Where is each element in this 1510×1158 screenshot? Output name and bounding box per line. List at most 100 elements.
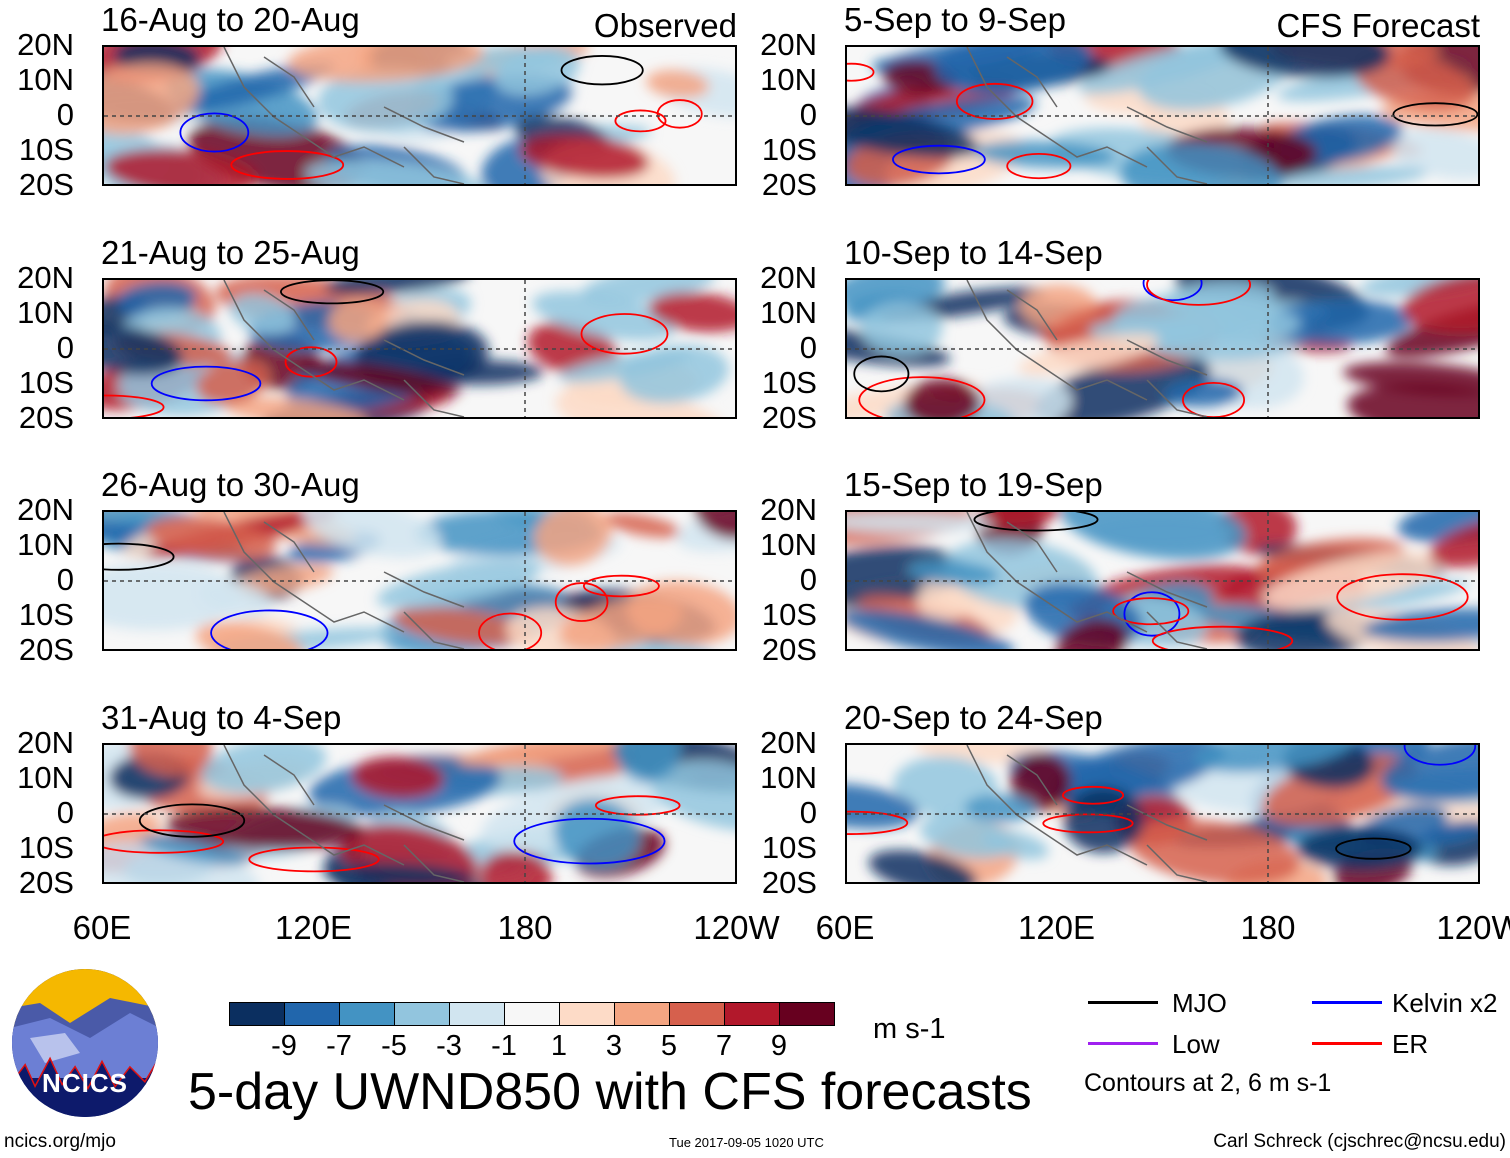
anomaly-blob [847,783,919,829]
anomaly-blob [1360,280,1478,297]
footer-credit: Carl Schreck (cjschrec@ncsu.edu) [1213,1131,1506,1152]
colorbar-swatch [229,1002,285,1026]
contour-line [1112,597,1190,626]
colorbar-label: -5 [381,1030,407,1062]
anomaly-blob [1354,52,1476,111]
colorbar-swatch [449,1002,505,1026]
contour-line [210,609,329,649]
legend-kelvin-label: Kelvin x2 [1392,988,1498,1018]
anomaly-blob [1387,128,1478,180]
lat-label: 20S [18,167,74,202]
lat-label: 0 [799,795,817,830]
anomaly-blob [554,799,640,869]
contour-line [1146,280,1251,306]
anomaly-blob [458,745,641,766]
lat-label: 20N [760,725,817,760]
contour-line [594,795,681,816]
colorbar-swatch [394,1002,450,1026]
lat-label: 10S [18,830,74,865]
contour-line [858,376,986,417]
legend-er-label: ER [1392,1029,1429,1059]
anomaly-blob [351,756,444,798]
colorbar-label: 9 [770,1030,788,1062]
contour-line [179,112,250,153]
anomaly-blob [223,397,367,417]
main-title: 5-day UWND850 with CFS forecasts [188,1063,1032,1121]
colorbar-units: m s-1 [873,1013,946,1045]
anomaly-blob [954,377,1072,417]
lat-label: 20N [760,492,817,527]
coastline [223,47,465,184]
map-panel [845,510,1480,651]
contour-line [1392,102,1478,127]
colorbar-label: -3 [436,1030,462,1062]
contour-line [847,810,909,835]
contour-note: Contours at 2, 6 m s-1 [1084,1069,1332,1097]
anomaly-blob [1274,166,1428,184]
lat-label: 0 [799,562,817,597]
contour-line [560,55,644,86]
anomaly-blob [1397,512,1478,543]
lon-label: 120E [1017,909,1096,946]
map-panel [845,278,1480,419]
legend-kelvin-line [1312,1001,1382,1004]
anomaly-blob [1218,313,1301,343]
colorbar-swatch [504,1002,560,1026]
ncics-logo: NCICS [10,968,160,1118]
coastline [966,280,1208,417]
anomaly-blob [195,621,304,649]
map-panel [102,510,737,651]
lon-label: 180 [1240,909,1296,946]
contour-line [104,542,175,571]
map-panel [845,743,1480,884]
lat-label: 20S [18,632,74,667]
panel-title: 20-Sep to 24-Sep [844,699,1103,736]
panel-title: 21-Aug to 25-Aug [101,234,360,271]
lon-label: 60E [72,909,132,946]
lat-label: 20S [761,632,817,667]
contour-line [1006,152,1072,180]
lat-label: 10S [761,830,817,865]
contour-line [1335,837,1412,860]
panel-title: 15-Sep to 19-Sep [844,466,1103,503]
anomaly-blob [322,862,475,882]
contour-line [1403,745,1477,766]
anomaly-blob [1402,280,1478,333]
lat-label: 10N [760,760,817,795]
lat-label: 10N [17,760,74,795]
legend-low-line [1088,1042,1158,1045]
anomaly-blob [619,344,729,404]
anomaly-blob [1035,353,1211,417]
lat-label: 20N [17,260,74,295]
lat-label: 10N [17,62,74,97]
panel-title: 26-Aug to 30-Aug [101,466,360,503]
lat-label: 20S [761,865,817,900]
anomaly-blob [907,560,999,585]
anomaly-blob [104,149,258,184]
anomaly-blob [615,745,680,783]
coastline [223,745,465,882]
colorbar-label: 7 [715,1030,733,1062]
colorbar-swatch [669,1002,725,1026]
contour-line [513,817,666,865]
anomaly-blob [328,298,389,342]
lat-label: 20N [760,27,817,62]
anomaly-blob [977,512,1061,527]
map-panel [102,743,737,884]
anomaly-blob [694,512,735,540]
lat-label: 20N [760,260,817,295]
lon-label: 60E [815,909,875,946]
panel-title: 10-Sep to 14-Sep [844,234,1103,271]
footer-url[interactable]: ncics.org/mjo [4,1131,116,1152]
contour-line [1151,625,1294,649]
anomaly-blob [287,47,484,83]
panel-title: 16-Aug to 20-Aug [101,1,360,38]
lon-label: 180 [497,909,553,946]
lat-label: 10N [760,62,817,97]
logo-text: NCICS [42,1068,128,1098]
anomaly-blob [1380,745,1478,802]
panel-title: 5-Sep to 9-Sep [844,1,1066,38]
colorbar-swatch [559,1002,615,1026]
anomaly-blob [646,69,710,99]
contour-line [1123,591,1181,637]
